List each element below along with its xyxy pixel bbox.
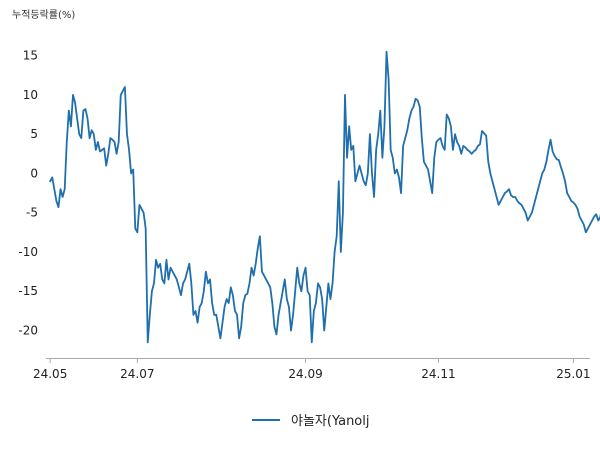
series-lines bbox=[49, 50, 600, 344]
x-tick-label: 24.11 bbox=[421, 367, 455, 381]
legend: 야놀자(Yanolj bbox=[252, 414, 370, 429]
y-tick-label: -15 bbox=[18, 284, 38, 298]
y-axis-ticks: 15 10 5 0 -5 -10 -15 -20 bbox=[18, 49, 38, 338]
x-tick-label: 25.01 bbox=[556, 367, 590, 381]
x-tick-label: 24.09 bbox=[288, 367, 322, 381]
y-tick-label: 0 bbox=[30, 166, 38, 180]
y-tick-label: -20 bbox=[18, 324, 38, 338]
y-tick-label: 10 bbox=[23, 88, 38, 102]
series-line-0 bbox=[49, 50, 600, 344]
y-tick-label: -10 bbox=[18, 245, 38, 259]
legend-label: 야놀자(Yanolj bbox=[291, 414, 370, 429]
y-tick-label: 5 bbox=[30, 127, 38, 141]
x-tick-label: 24.07 bbox=[120, 367, 154, 381]
y-tick-label: 15 bbox=[23, 49, 38, 63]
x-tick-label: 24.05 bbox=[33, 367, 67, 381]
y-tick-label: -5 bbox=[26, 206, 38, 220]
y-axis-unit-label: 누적등락률(%) bbox=[12, 9, 75, 21]
